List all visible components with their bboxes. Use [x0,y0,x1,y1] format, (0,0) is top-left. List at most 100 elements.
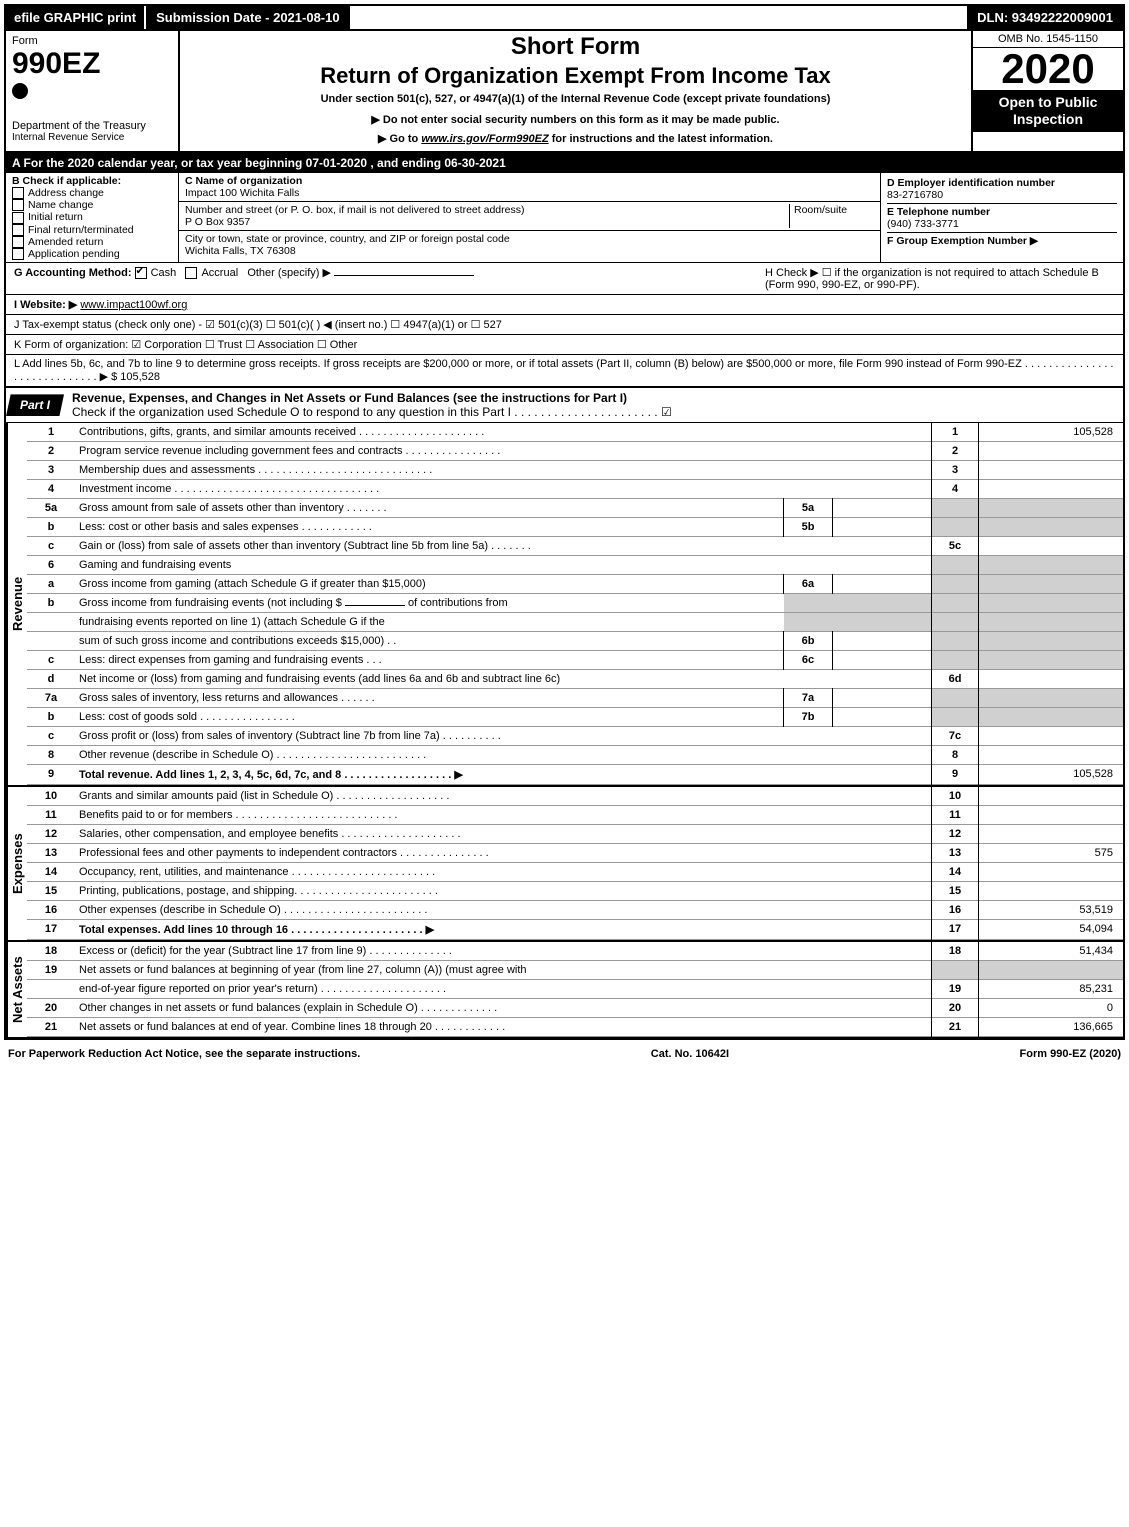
checkbox-icon[interactable] [185,267,197,279]
line-7b: bLess: cost of goods sold . . . . . . . … [27,708,1123,727]
checkbox-icon[interactable] [12,212,24,224]
line-desc: Gross income from fundraising events (no… [75,594,784,613]
blank-input[interactable] [345,605,405,606]
expenses-tab: Expenses [6,787,27,940]
line-desc: Less: direct expenses from gaming and fu… [75,651,784,670]
b-opt-label: Amended return [28,236,103,248]
line-desc: Gross profit or (loss) from sales of inv… [75,727,932,746]
c-addr-value: P O Box 9357 [185,216,250,228]
open-to-public: Open to Public Inspection [973,90,1123,132]
form-word: Form [12,35,172,47]
part1-title: Revenue, Expenses, and Changes in Net As… [72,391,627,405]
goto-link[interactable]: www.irs.gov/Form990EZ [421,133,548,145]
i-website-link[interactable]: www.impact100wf.org [80,299,187,311]
c-city-row: City or town, state or province, country… [179,231,880,259]
efile-print-button[interactable]: efile GRAPHIC print [6,6,144,29]
checkbox-checked-icon[interactable] [135,267,147,279]
part1-tab: Part I [6,394,64,416]
line-value [979,727,1124,746]
short-form-title: Short Form [186,33,965,61]
k-row: K Form of organization: ☑ Corporation ☐ … [6,335,1123,355]
line-5b: bLess: cost or other basis and sales exp… [27,518,1123,537]
title-right-cell: OMB No. 1545-1150 2020 Open to Public In… [971,31,1123,151]
line-desc: Gross income from gaming (attach Schedul… [75,575,784,594]
line-desc: Occupancy, rent, utilities, and maintena… [75,863,932,882]
g-block: G Accounting Method: Cash Accrual Other … [14,266,755,291]
irs-logo-icon [12,83,28,99]
expenses-table: 10Grants and similar amounts paid (list … [27,787,1123,940]
e-value: (940) 733-3771 [887,218,959,230]
grey-cell [784,594,833,613]
b-opt-name[interactable]: Name change [12,199,172,211]
grey-cell [833,594,932,613]
b-opt-initial[interactable]: Initial return [12,211,172,223]
netassets-tab: Net Assets [6,942,27,1037]
sub-value [833,689,932,708]
line-16: 16Other expenses (describe in Schedule O… [27,901,1123,920]
revenue-body: 1Contributions, gifts, grants, and simil… [27,423,1123,785]
f-row: F Group Exemption Number ▶ [887,233,1117,249]
checkbox-icon[interactable] [12,187,24,199]
line-value [979,537,1124,556]
line-value [979,806,1124,825]
line-6c: cLess: direct expenses from gaming and f… [27,651,1123,670]
checkbox-icon[interactable] [12,199,24,211]
c-city-value: Wichita Falls, TX 76308 [185,245,296,257]
b-opt-pending[interactable]: Application pending [12,248,172,260]
form-number: 990EZ [12,49,172,79]
sub-label: 6c [784,651,833,670]
line-desc: Net income or (loss) from gaming and fun… [75,670,932,689]
b-opt-final[interactable]: Final return/terminated [12,224,172,236]
e-row: E Telephone number (940) 733-3771 [887,204,1117,233]
b-opt-label: Name change [28,199,93,211]
line-value: 136,665 [979,1018,1124,1037]
b-opt-label: Application pending [28,248,120,260]
line-desc: Other expenses (describe in Schedule O) … [75,901,932,920]
line-desc: Gaming and fundraising events [75,556,932,575]
b-opt-address[interactable]: Address change [12,187,172,199]
title-block: Form 990EZ Department of the Treasury In… [6,31,1123,153]
line-desc: Net assets or fund balances at beginning… [75,961,932,980]
top-bar: efile GRAPHIC print Submission Date - 20… [6,6,1123,31]
grey-cell [833,613,932,632]
footer-left: For Paperwork Reduction Act Notice, see … [8,1048,360,1060]
line-desc: Printing, publications, postage, and shi… [75,882,932,901]
line-20: 20Other changes in net assets or fund ba… [27,999,1123,1018]
c-addr-row: Number and street (or P. O. box, if mail… [179,202,880,231]
i-row: I Website: ▶ www.impact100wf.org [6,295,1123,315]
line-value: 54,094 [979,920,1124,940]
line-17: 17Total expenses. Add lines 10 through 1… [27,920,1123,940]
under-section-text: Under section 501(c), 527, or 4947(a)(1)… [186,93,965,105]
line-value: 105,528 [979,423,1124,442]
netassets-table: 18Excess or (deficit) for the year (Subt… [27,942,1123,1037]
g-other-input[interactable] [334,275,474,276]
line-desc: Less: cost or other basis and sales expe… [75,518,784,537]
header-grid: B Check if applicable: Address change Na… [6,173,1123,263]
tax-year: 2020 [973,48,1123,90]
sub-label: 7b [784,708,833,727]
line-desc: Program service revenue including govern… [75,442,932,461]
checkbox-icon[interactable] [12,248,24,260]
g-cash: Cash [151,267,177,279]
goto-pre: ▶ Go to [378,133,421,145]
line-12: 12Salaries, other compensation, and empl… [27,825,1123,844]
line-value [979,746,1124,765]
line-value: 53,519 [979,901,1124,920]
line-2: 2Program service revenue including gover… [27,442,1123,461]
line-3: 3Membership dues and assessments . . . .… [27,461,1123,480]
line-6b-1: bGross income from fundraising events (n… [27,594,1123,613]
netassets-section: Net Assets 18Excess or (deficit) for the… [6,942,1123,1038]
d-value: 83-2716780 [887,189,943,201]
line-11: 11Benefits paid to or for members . . . … [27,806,1123,825]
checkbox-icon[interactable] [12,224,24,236]
checkbox-icon[interactable] [12,236,24,248]
return-title: Return of Organization Exempt From Incom… [186,63,965,89]
section-c: C Name of organization Impact 100 Wichit… [179,173,881,262]
c-name-label: C Name of organization [185,175,302,187]
line-desc: Other revenue (describe in Schedule O) .… [75,746,932,765]
line-desc: Benefits paid to or for members . . . . … [75,806,932,825]
line-value: 575 [979,844,1124,863]
revenue-section: Revenue 1Contributions, gifts, grants, a… [6,423,1123,787]
b-opt-amended[interactable]: Amended return [12,236,172,248]
sub-label: 6b [784,632,833,651]
